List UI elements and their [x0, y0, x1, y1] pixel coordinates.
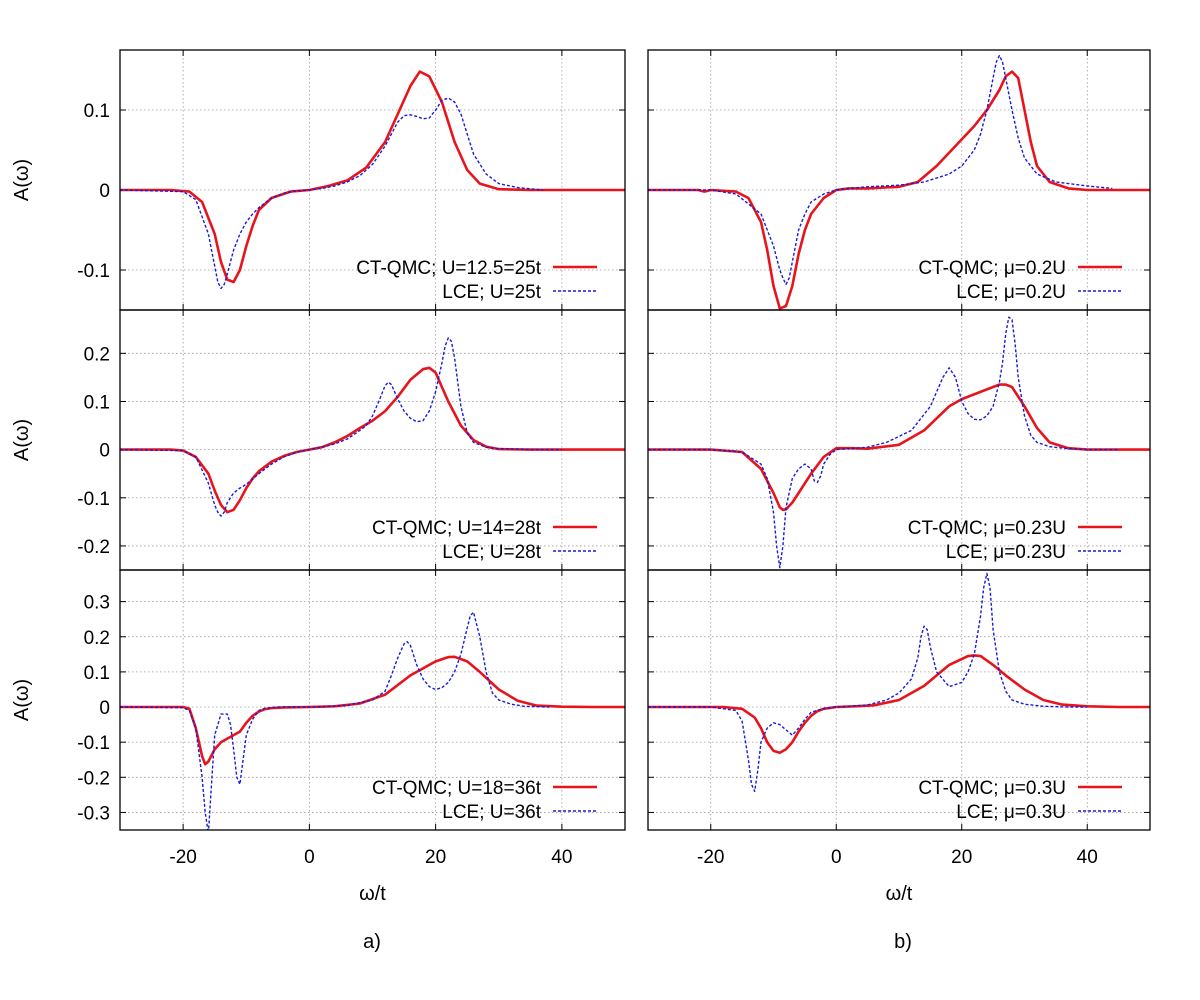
panel-b3-xtick-label: 20	[951, 847, 972, 868]
panel-b3-xlabel: ω/t	[886, 883, 913, 905]
panel-a2-ytick-label: 0	[99, 441, 110, 462]
panel-a2-ytick-label: 0.1	[84, 392, 110, 413]
panel-b3-xtick-label: -20	[697, 847, 724, 868]
panel-a2-ytick-label: -0.1	[77, 489, 110, 510]
panel-a2-legend-lce: LCE; U=28t	[442, 542, 541, 563]
panel-b3-xtick-label: 0	[831, 847, 842, 868]
panel-a3-ytick-label: -0.1	[77, 733, 110, 754]
panel-b1-lce-line	[648, 54, 1113, 286]
panel-a1-legend-ct-qmc: CT-QMC; U=12.5=25t	[356, 258, 542, 279]
panel-a3-ylabel: A(ω)	[11, 679, 33, 721]
panel-a3-ytick-label: 0.2	[84, 628, 110, 649]
panels: -0.1 0 0.1 CT-QMC; U=12.5=25t LCE; U=25t A(ω)…	[11, 49, 1151, 905]
panel-a3-ytick-label: 0	[99, 698, 110, 719]
caption-b: b)	[894, 931, 912, 953]
panel-a2-legend-ct-qmc: CT-QMC; U=14=28t	[372, 518, 542, 539]
panel-a1-ct-qmc-line	[120, 70, 625, 284]
panel-a3-xtick-label: 40	[551, 847, 572, 868]
panel-b3-ct-qmc-line	[648, 654, 1150, 754]
panel-a1: -0.1 0 0.1 CT-QMC; U=12.5=25t LCE; U=25t A(ω)	[11, 49, 626, 311]
panel-a3-legend-lce: LCE; U=36t	[442, 802, 541, 823]
panel-a1-ylabel: A(ω)	[11, 159, 33, 201]
panel-a3-xtick-label: -20	[169, 847, 196, 868]
panel-a1-ytick-label: 0.1	[84, 101, 110, 122]
panel-a3-lce-line	[120, 611, 550, 830]
panel-b3: CT-QMC; μ=0.3U LCE; μ=0.3U -20 0 20 40 ω/t	[647, 569, 1151, 905]
panel-b1: CT-QMC; μ=0.2U LCE; μ=0.2U	[647, 49, 1151, 311]
panel-b2: CT-QMC; μ=0.23U LCE; μ=0.23U	[647, 309, 1151, 571]
panel-a3-ct-qmc-line	[120, 655, 625, 766]
panel-b3-legend-lce: LCE; μ=0.3U	[956, 802, 1066, 823]
panel-a1-ytick-label: -0.1	[77, 261, 110, 282]
panel-a3-ytick-label: -0.2	[77, 768, 110, 789]
panel-a3-xlabel: ω/t	[359, 883, 386, 905]
panel-b1-ct-qmc-line	[648, 70, 1150, 310]
panel-b2-lce-line	[648, 316, 1119, 569]
panel-b3-lce-line	[648, 572, 1088, 793]
panel-b2-legend-ct-qmc: CT-QMC; μ=0.23U	[908, 518, 1066, 539]
panel-b2-legend-lce: LCE; μ=0.23U	[946, 542, 1066, 563]
panel-a3-legend-ct-qmc: CT-QMC; U=18=36t	[372, 778, 542, 799]
panel-a1-legend-lce: LCE; U=25t	[442, 282, 541, 303]
panel-a2-ytick-label: -0.2	[77, 537, 110, 558]
panel-a2: -0.2 -0.1 0 0.1 0.2 CT-QMC; U=14=28t LCE; U=28…	[11, 309, 626, 571]
panel-a2-lce-line	[120, 337, 562, 517]
panel-a3-ytick-label: 0.1	[84, 663, 110, 684]
panel-a3-frame	[119, 569, 626, 831]
panel-a1-lce-line	[120, 97, 543, 290]
panel-b3-frame	[647, 569, 1151, 831]
panel-a3-xtick-label: 20	[425, 847, 446, 868]
panel-b3-legend-ct-qmc: CT-QMC; μ=0.3U	[918, 778, 1066, 799]
panel-b3-xtick-label: 40	[1077, 847, 1098, 868]
panel-a3-ytick-label: -0.3	[77, 803, 110, 824]
panel-b2-frame	[647, 309, 1151, 571]
panel-b1-legend-lce: LCE; μ=0.2U	[956, 282, 1066, 303]
panel-a3: -0.3 -0.2 -0.1 0 0.1 0.2 0.3 CT-QMC; U=18=36t LC…	[11, 569, 626, 905]
panel-a3-ytick-label: 0.3	[84, 593, 110, 614]
panel-a2-ct-qmc-line	[120, 366, 625, 514]
panel-a2-ytick-label: 0.2	[84, 344, 110, 365]
panel-a3-xtick-label: 0	[304, 847, 315, 868]
panel-b1-legend-ct-qmc: CT-QMC; μ=0.2U	[918, 258, 1066, 279]
panel-a1-ytick-label: 0	[99, 181, 110, 202]
caption-a: a)	[363, 931, 381, 953]
panel-b1-frame	[647, 49, 1151, 311]
panel-b2-ct-qmc-line	[648, 383, 1150, 512]
panel-a2-ylabel: A(ω)	[11, 419, 33, 461]
